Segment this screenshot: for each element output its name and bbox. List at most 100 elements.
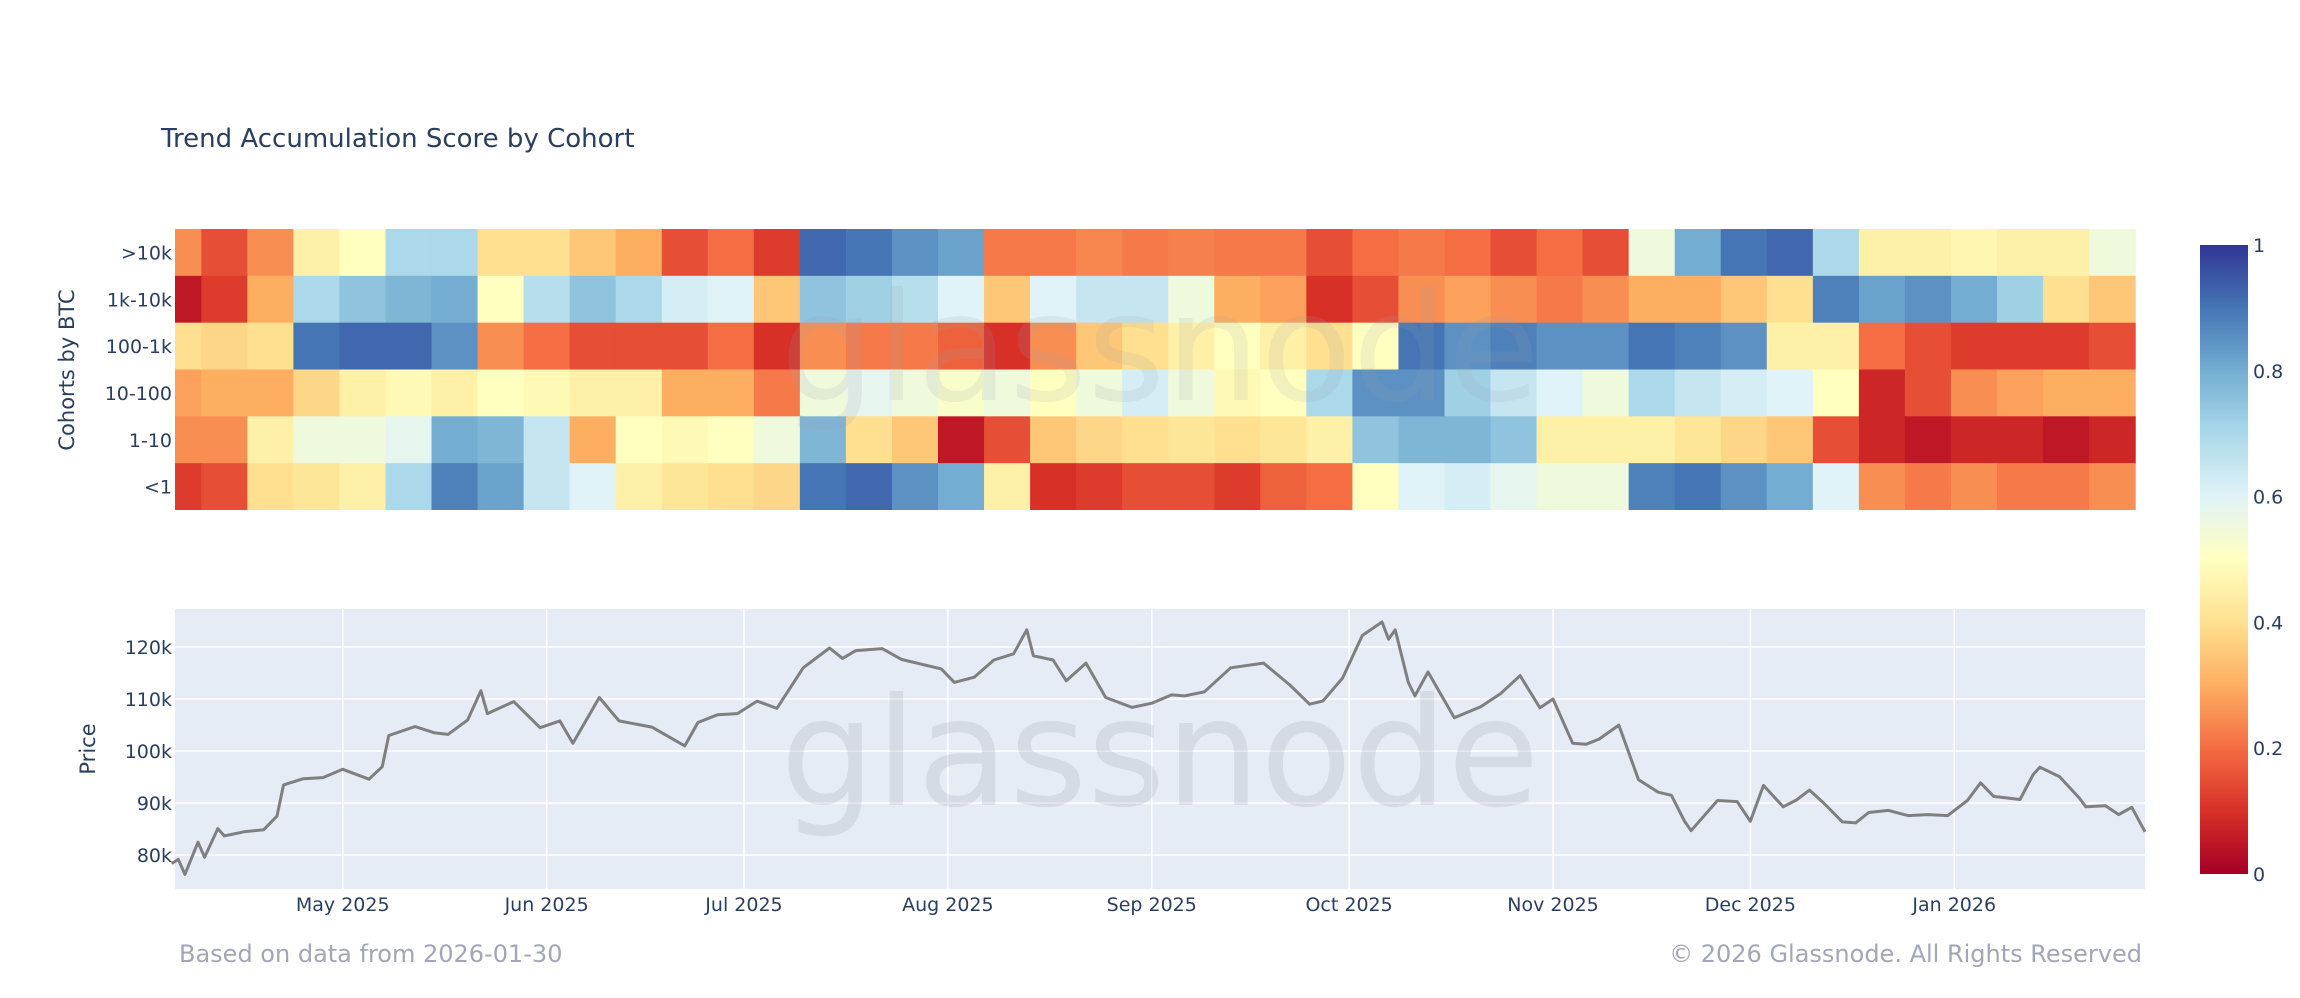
heatmap-cell — [2043, 229, 2090, 277]
heatmap-cell — [385, 416, 433, 464]
heatmap-cell — [984, 416, 1031, 464]
heatmap-cell — [799, 229, 847, 277]
heatmap-cell — [1168, 275, 1215, 323]
heatmap-cell — [431, 322, 479, 370]
heatmap-cell — [1076, 416, 1123, 464]
heatmap-cell — [385, 463, 433, 510]
heatmap-cell — [1766, 275, 1814, 323]
heatmap-cell — [1904, 275, 1952, 323]
heatmap-cell — [247, 463, 294, 510]
heatmap-cell — [938, 275, 985, 323]
heatmap-cell — [1122, 463, 1169, 510]
heatmap-cell — [1306, 322, 1353, 370]
colorbar — [2200, 245, 2248, 874]
heatmap — [175, 229, 2136, 510]
heatmap-cell — [1306, 369, 1353, 417]
heatmap-cell — [1720, 463, 1768, 510]
price-y-tick-label: 80k — [137, 845, 172, 867]
heatmap-cell — [1444, 463, 1492, 510]
heatmap-cell — [1904, 369, 1952, 417]
heatmap-cell — [1306, 275, 1353, 323]
data-date-note: Based on data from 2026-01-30 — [179, 940, 563, 968]
heatmap-cell — [339, 463, 387, 510]
heatmap-cell — [1352, 275, 1400, 323]
heatmap-cell — [1168, 463, 1215, 510]
heatmap-cell — [569, 463, 617, 510]
heatmap-cell — [1214, 416, 1261, 464]
heatmap-cell — [799, 416, 847, 464]
heatmap-cell — [799, 322, 847, 370]
heatmap-cell — [1582, 229, 1630, 277]
heatmap-cell — [1628, 369, 1676, 417]
heatmap-cell — [1168, 229, 1215, 277]
heatmap-cell — [1720, 416, 1768, 464]
heatmap-cell — [201, 322, 248, 370]
heatmap-cell — [2043, 463, 2090, 510]
heatmap-cell — [339, 229, 387, 277]
heatmap-cell — [1168, 322, 1215, 370]
heatmap-cell — [1352, 322, 1400, 370]
heatmap-cell — [1398, 322, 1446, 370]
price-x-axis: May 2025 Jun 2025 Jul 2025 Aug 2025 Sep 2025… — [296, 894, 1996, 916]
heatmap-cell — [1950, 369, 1998, 417]
heatmap-cell — [1444, 416, 1492, 464]
heatmap-cell — [431, 229, 479, 277]
heatmap-cell — [1536, 416, 1584, 464]
price-y-axis-title: Price — [76, 723, 100, 774]
colorbar-tick-label: 0 — [2253, 864, 2265, 886]
heatmap-cell — [1766, 322, 1814, 370]
heatmap-cell — [661, 275, 709, 323]
heatmap-cell — [1997, 416, 2044, 464]
heatmap-cell — [477, 229, 525, 277]
heatmap-cell — [1306, 463, 1353, 510]
heatmap-cell — [1628, 463, 1676, 510]
heatmap-cell — [1214, 229, 1261, 277]
heatmap-cell — [1812, 229, 1860, 277]
heatmap-y-tick-label: 1k-10k — [107, 289, 172, 311]
heatmap-cell — [2089, 416, 2136, 464]
heatmap-cell — [891, 229, 939, 277]
heatmap-cell — [175, 229, 202, 277]
heatmap-cell — [1490, 229, 1538, 277]
heatmap-cell — [477, 275, 525, 323]
heatmap-cell — [523, 463, 571, 510]
heatmap-cell — [1352, 369, 1400, 417]
heatmap-cell — [1030, 369, 1077, 417]
heatmap-cell — [1490, 416, 1538, 464]
heatmap-cell — [845, 369, 893, 417]
heatmap-cell — [1306, 416, 1353, 464]
heatmap-cell — [1076, 229, 1123, 277]
heatmap-cell — [891, 369, 939, 417]
price-plot-background — [175, 609, 2145, 889]
heatmap-cell — [1444, 275, 1492, 323]
chart-title: Trend Accumulation Score by Cohort — [161, 124, 635, 154]
heatmap-cell — [1444, 322, 1492, 370]
heatmap-cell — [1168, 416, 1215, 464]
heatmap-cell — [799, 275, 847, 323]
heatmap-cell — [1444, 229, 1492, 277]
price-x-tick-label: Dec 2025 — [1705, 894, 1796, 916]
price-x-tick-label: Aug 2025 — [902, 894, 994, 916]
heatmap-cell — [569, 369, 617, 417]
heatmap-cell — [661, 369, 709, 417]
heatmap-cell — [1536, 229, 1584, 277]
heatmap-cell — [1674, 463, 1722, 510]
heatmap-cell — [1858, 463, 1906, 510]
heatmap-cell — [1352, 463, 1400, 510]
heatmap-cell — [431, 463, 479, 510]
heatmap-cell — [661, 229, 709, 277]
heatmap-cell — [1628, 322, 1676, 370]
heatmap-cell — [707, 275, 755, 323]
price-x-tick-label: Nov 2025 — [1507, 894, 1598, 916]
heatmap-cell — [1720, 275, 1768, 323]
heatmap-cell — [938, 463, 985, 510]
heatmap-cell — [293, 275, 341, 323]
colorbar-tick-label: 1 — [2253, 235, 2265, 257]
heatmap-cell — [1628, 275, 1676, 323]
price-x-tick-label: Jan 2026 — [1911, 894, 1996, 916]
heatmap-cell — [2043, 275, 2090, 323]
heatmap-cell — [1674, 369, 1722, 417]
heatmap-cell — [2089, 275, 2136, 323]
heatmap-cell — [615, 229, 663, 277]
heatmap-cell — [1398, 369, 1446, 417]
